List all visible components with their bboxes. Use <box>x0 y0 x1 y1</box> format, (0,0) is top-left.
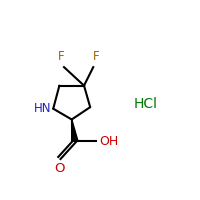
Polygon shape <box>72 119 78 141</box>
Text: F: F <box>58 50 64 63</box>
Text: F: F <box>93 50 100 63</box>
Text: OH: OH <box>99 135 119 148</box>
Text: HCl: HCl <box>134 97 158 111</box>
Text: O: O <box>54 162 65 175</box>
Text: HN: HN <box>34 102 52 115</box>
